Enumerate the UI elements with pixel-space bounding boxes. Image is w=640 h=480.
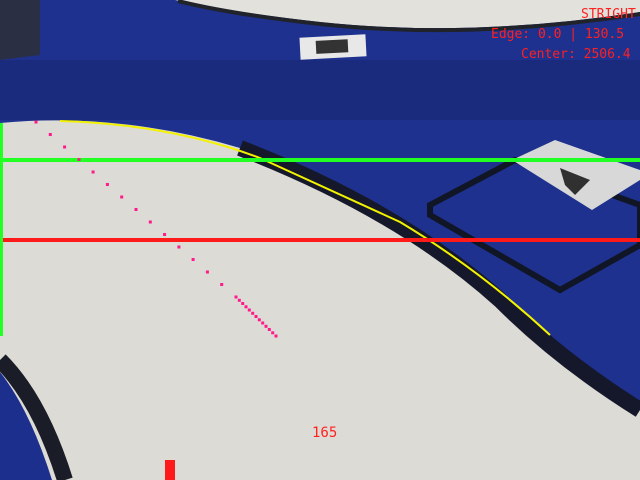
path-point xyxy=(148,220,152,224)
mat-shadow-band xyxy=(0,60,640,120)
path-point xyxy=(91,170,95,174)
path-point xyxy=(205,270,209,274)
lower-guide-line xyxy=(3,238,640,242)
mat-sign-mark xyxy=(560,168,590,195)
mode-label: STRIGHT xyxy=(581,7,636,22)
path-point xyxy=(105,183,109,186)
path-point xyxy=(220,283,224,286)
bottom-value: 165 xyxy=(312,425,338,441)
mat-sticker-center xyxy=(315,39,349,54)
path-point xyxy=(271,331,275,335)
path-point xyxy=(177,245,181,249)
path-point xyxy=(244,305,248,309)
detected-edge-line xyxy=(59,120,551,336)
path-point xyxy=(267,328,271,331)
path-point xyxy=(234,295,238,299)
top-left-corner xyxy=(0,0,40,60)
main-board xyxy=(0,120,640,480)
path-point xyxy=(254,315,258,318)
center-readout: Center: 2506.4 xyxy=(521,47,631,62)
left-guide-line xyxy=(0,123,3,336)
bottom-marker xyxy=(165,460,175,480)
top-board-edge xyxy=(177,0,640,33)
predicted-path xyxy=(34,120,278,338)
path-point xyxy=(261,321,265,325)
path-point xyxy=(120,195,124,199)
lower-left-blue xyxy=(0,372,52,480)
path-point xyxy=(247,308,251,312)
lower-left-arc xyxy=(0,354,73,480)
path-point xyxy=(48,133,52,136)
path-point xyxy=(34,120,38,124)
path-point xyxy=(251,311,255,315)
path-point xyxy=(191,258,195,261)
upper-guide-line xyxy=(0,158,640,162)
path-point xyxy=(237,298,241,302)
path-point xyxy=(134,208,138,211)
path-point xyxy=(63,145,67,149)
path-point xyxy=(163,233,167,236)
path-point xyxy=(241,302,245,305)
path-point xyxy=(257,318,261,322)
main-board-rim xyxy=(237,140,640,417)
edge-readout: Edge: 0.0 | 130.5 xyxy=(491,27,625,42)
path-point xyxy=(77,158,81,161)
path-point xyxy=(274,334,278,338)
path-point xyxy=(264,324,268,328)
top-board xyxy=(175,0,640,29)
